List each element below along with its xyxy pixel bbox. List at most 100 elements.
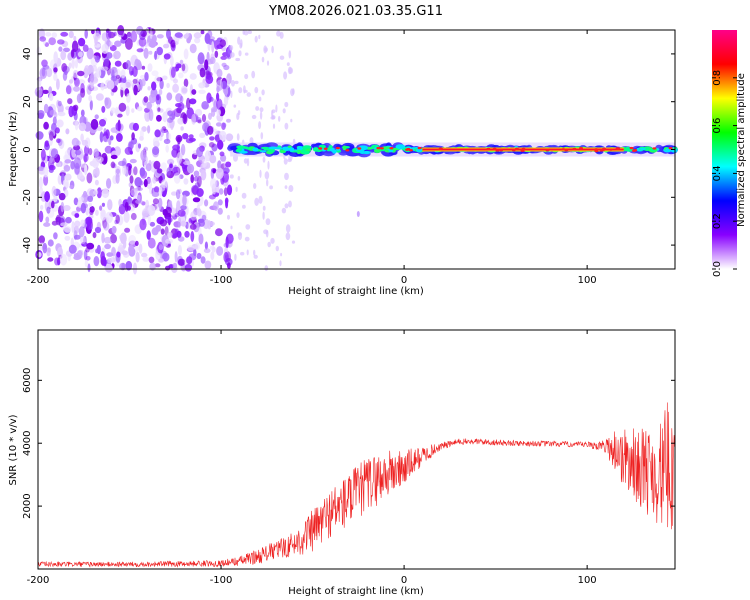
noise-blob [101, 202, 105, 207]
noise-blob [60, 201, 65, 213]
noise-blob [158, 244, 164, 251]
noise-blob [271, 45, 274, 54]
noise-blob [101, 105, 106, 113]
snr-y-ticks: 2000 4000 6000 [22, 368, 675, 519]
noise-blob [170, 66, 176, 78]
noise-blob [152, 176, 157, 184]
noise-blob [146, 101, 152, 110]
noise-blob [156, 46, 163, 56]
noise-blob [237, 110, 241, 116]
noise-blob [177, 244, 182, 256]
noise-blob [126, 33, 133, 40]
noise-blob [147, 237, 156, 249]
noise-blob [179, 59, 184, 65]
noise-blob [180, 143, 186, 156]
noise-blob [64, 173, 72, 181]
noise-blob [44, 191, 50, 203]
noise-blob [37, 166, 45, 171]
spectrogram-noise-blobs [34, 25, 296, 275]
spectrogram-x-ticks: -200 -100 0 100 [27, 30, 597, 286]
noise-blob [262, 211, 265, 220]
noise-blob [241, 192, 247, 199]
noise-blob [65, 128, 70, 135]
noise-blob [142, 256, 150, 262]
noise-blob [73, 86, 80, 92]
signal-peak [601, 148, 606, 151]
noise-blob [104, 243, 111, 250]
noise-blob [139, 129, 144, 139]
noise-blob [201, 101, 209, 110]
noise-blob [73, 104, 79, 112]
noise-blob [234, 80, 239, 85]
noise-blob [267, 241, 272, 248]
noise-blob [158, 197, 163, 209]
noise-blob [290, 118, 293, 123]
x-tick-label: -100 [210, 275, 233, 286]
noise-blob [181, 63, 186, 72]
noise-blob [74, 77, 80, 88]
signal-core [362, 150, 371, 155]
noise-blob [60, 31, 69, 37]
noise-blob [46, 206, 51, 214]
noise-blob [156, 94, 160, 101]
noise-blob [53, 51, 58, 64]
noise-blob [176, 152, 183, 165]
colorbar-label: Normalized spectral amplitude [736, 73, 747, 227]
noise-blob [116, 251, 121, 258]
y-tick-label: 20 [22, 95, 33, 108]
signal-peak [323, 147, 328, 150]
noise-blob [43, 222, 51, 227]
noise-blob [223, 187, 228, 197]
noise-blob [65, 216, 72, 224]
noise-blob [71, 40, 79, 53]
noise-blob [64, 149, 72, 160]
noise-blob [56, 138, 61, 143]
noise-blob [253, 249, 256, 256]
noise-blob [115, 173, 120, 184]
noise-blob [111, 69, 115, 81]
colorbar-gradient [712, 30, 737, 269]
noise-blob [279, 260, 282, 267]
noise-blob [109, 135, 114, 141]
noise-blob [94, 167, 100, 178]
noise-blob [96, 156, 104, 163]
colorbar: 0.0 0.2 0.4 0.6 0.8 Normalized spectral ampl… [712, 30, 747, 277]
noise-blob [220, 55, 227, 60]
noise-blob [118, 198, 122, 207]
noise-blob [281, 207, 287, 214]
noise-blob [36, 46, 41, 57]
noise-blob [244, 73, 249, 80]
noise-blob [219, 151, 225, 157]
noise-blob [246, 249, 249, 256]
noise-blob [165, 206, 172, 215]
noise-blob [284, 172, 289, 181]
noise-blob [83, 155, 88, 163]
noise-blob [166, 82, 170, 89]
signal-peak [492, 147, 497, 151]
noise-blob [147, 63, 153, 72]
noise-blob [165, 265, 171, 271]
noise-blob [147, 204, 156, 216]
noise-blob [85, 206, 89, 216]
noise-blob [285, 224, 291, 233]
noise-blob [103, 258, 107, 267]
noise-blob [204, 199, 209, 207]
noise-blob [182, 194, 187, 207]
noise-blob [73, 255, 81, 261]
signal-core [416, 148, 423, 153]
noise-blob [49, 156, 53, 164]
signal-peak [615, 147, 620, 150]
noise-blob [100, 82, 105, 91]
noise-blob [73, 36, 77, 41]
noise-blob [69, 185, 74, 189]
signal-core [236, 145, 246, 149]
noise-blob [57, 246, 63, 258]
noise-blob [227, 262, 231, 269]
noise-blob [191, 89, 197, 95]
noise-blob [74, 213, 80, 218]
noise-blob [134, 177, 142, 187]
noise-blob [222, 122, 227, 128]
noise-blob [183, 48, 189, 60]
snr-y-label: SNR (10 * v/v) [8, 414, 19, 485]
noise-blob [64, 159, 72, 164]
